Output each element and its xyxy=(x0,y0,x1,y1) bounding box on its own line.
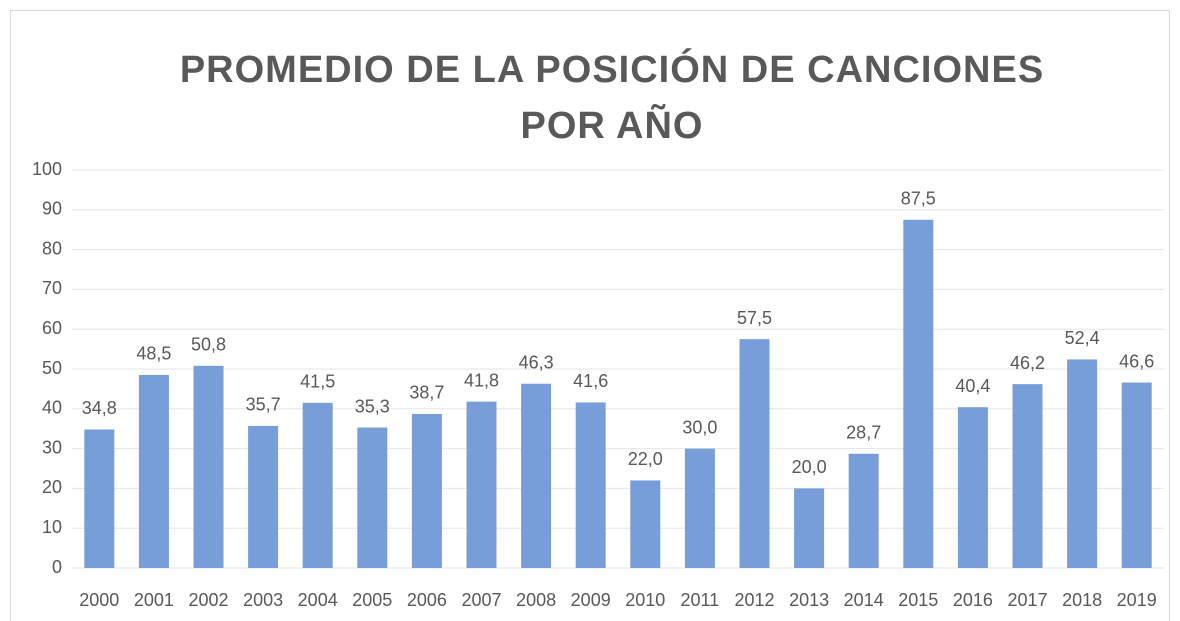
value-label: 48,5 xyxy=(136,344,171,364)
value-label: 57,5 xyxy=(737,308,772,328)
value-label: 38,7 xyxy=(409,383,444,403)
y-tick-label: 80 xyxy=(42,238,62,258)
x-tick-label: 2015 xyxy=(898,590,938,610)
bar xyxy=(357,427,388,568)
x-tick-label: 2005 xyxy=(352,590,392,610)
y-tick-label: 100 xyxy=(32,159,62,179)
bar xyxy=(575,402,606,568)
x-tick-label: 2017 xyxy=(1007,590,1047,610)
y-tick-label: 20 xyxy=(42,477,62,497)
x-tick-label: 2002 xyxy=(188,590,228,610)
bar xyxy=(630,480,661,568)
bar xyxy=(1067,359,1098,568)
value-label: 46,3 xyxy=(519,352,554,372)
y-tick-label: 10 xyxy=(42,517,62,537)
bar xyxy=(248,425,279,568)
y-tick-label: 30 xyxy=(42,437,62,457)
x-tick-label: 2016 xyxy=(953,590,993,610)
x-tick-label: 2008 xyxy=(516,590,556,610)
chart-frame xyxy=(10,10,1170,621)
x-tick-label: 2018 xyxy=(1062,590,1102,610)
value-label: 46,2 xyxy=(1010,353,1045,373)
value-label: 41,5 xyxy=(300,372,335,392)
x-tick-label: 2010 xyxy=(625,590,665,610)
x-tick-label: 2007 xyxy=(461,590,501,610)
bar xyxy=(684,448,715,568)
value-label: 52,4 xyxy=(1065,328,1100,348)
bar xyxy=(957,407,988,568)
value-label: 46,6 xyxy=(1119,351,1154,371)
bar xyxy=(138,374,169,568)
y-tick-label: 90 xyxy=(42,199,62,219)
value-label: 41,8 xyxy=(464,370,499,390)
y-tick-label: 0 xyxy=(52,557,62,577)
y-tick-label: 60 xyxy=(42,318,62,338)
x-tick-label: 2012 xyxy=(734,590,774,610)
value-label: 22,0 xyxy=(628,449,663,469)
bar xyxy=(1121,382,1152,568)
x-tick-label: 2001 xyxy=(134,590,174,610)
x-tick-label: 2003 xyxy=(243,590,283,610)
bar xyxy=(302,402,333,568)
x-tick-label: 2006 xyxy=(407,590,447,610)
value-label: 35,7 xyxy=(246,395,281,415)
bar xyxy=(193,365,224,568)
bar xyxy=(739,339,770,568)
value-label: 40,4 xyxy=(955,376,990,396)
bar xyxy=(903,219,934,568)
value-label: 30,0 xyxy=(682,417,717,437)
x-tick-label: 2014 xyxy=(844,590,884,610)
bar xyxy=(466,401,497,568)
value-label: 28,7 xyxy=(846,423,881,443)
bar xyxy=(794,488,825,568)
x-tick-label: 2000 xyxy=(79,590,119,610)
x-tick-label: 2004 xyxy=(298,590,338,610)
bar xyxy=(411,413,442,568)
value-label: 34,8 xyxy=(82,398,117,418)
value-label: 87,5 xyxy=(901,189,936,209)
x-tick-label: 2011 xyxy=(681,590,720,610)
value-label: 41,6 xyxy=(573,371,608,391)
chart-title: PROMEDIO DE LA POSICIÓN DE CANCIONES POR… xyxy=(179,49,1045,147)
y-tick-label: 40 xyxy=(42,398,62,418)
x-tick-label: 2013 xyxy=(789,590,829,610)
value-label: 50,8 xyxy=(191,335,226,355)
x-tick-label: 2019 xyxy=(1117,590,1157,610)
x-tick-label: 2009 xyxy=(571,590,611,610)
bar xyxy=(521,383,552,568)
y-tick-label: 50 xyxy=(42,358,62,378)
value-label: 35,3 xyxy=(355,396,390,416)
bar xyxy=(84,429,115,568)
value-label: 20,0 xyxy=(792,457,827,477)
bar xyxy=(848,453,879,568)
y-tick-label: 70 xyxy=(42,278,62,298)
bar xyxy=(1012,384,1043,568)
